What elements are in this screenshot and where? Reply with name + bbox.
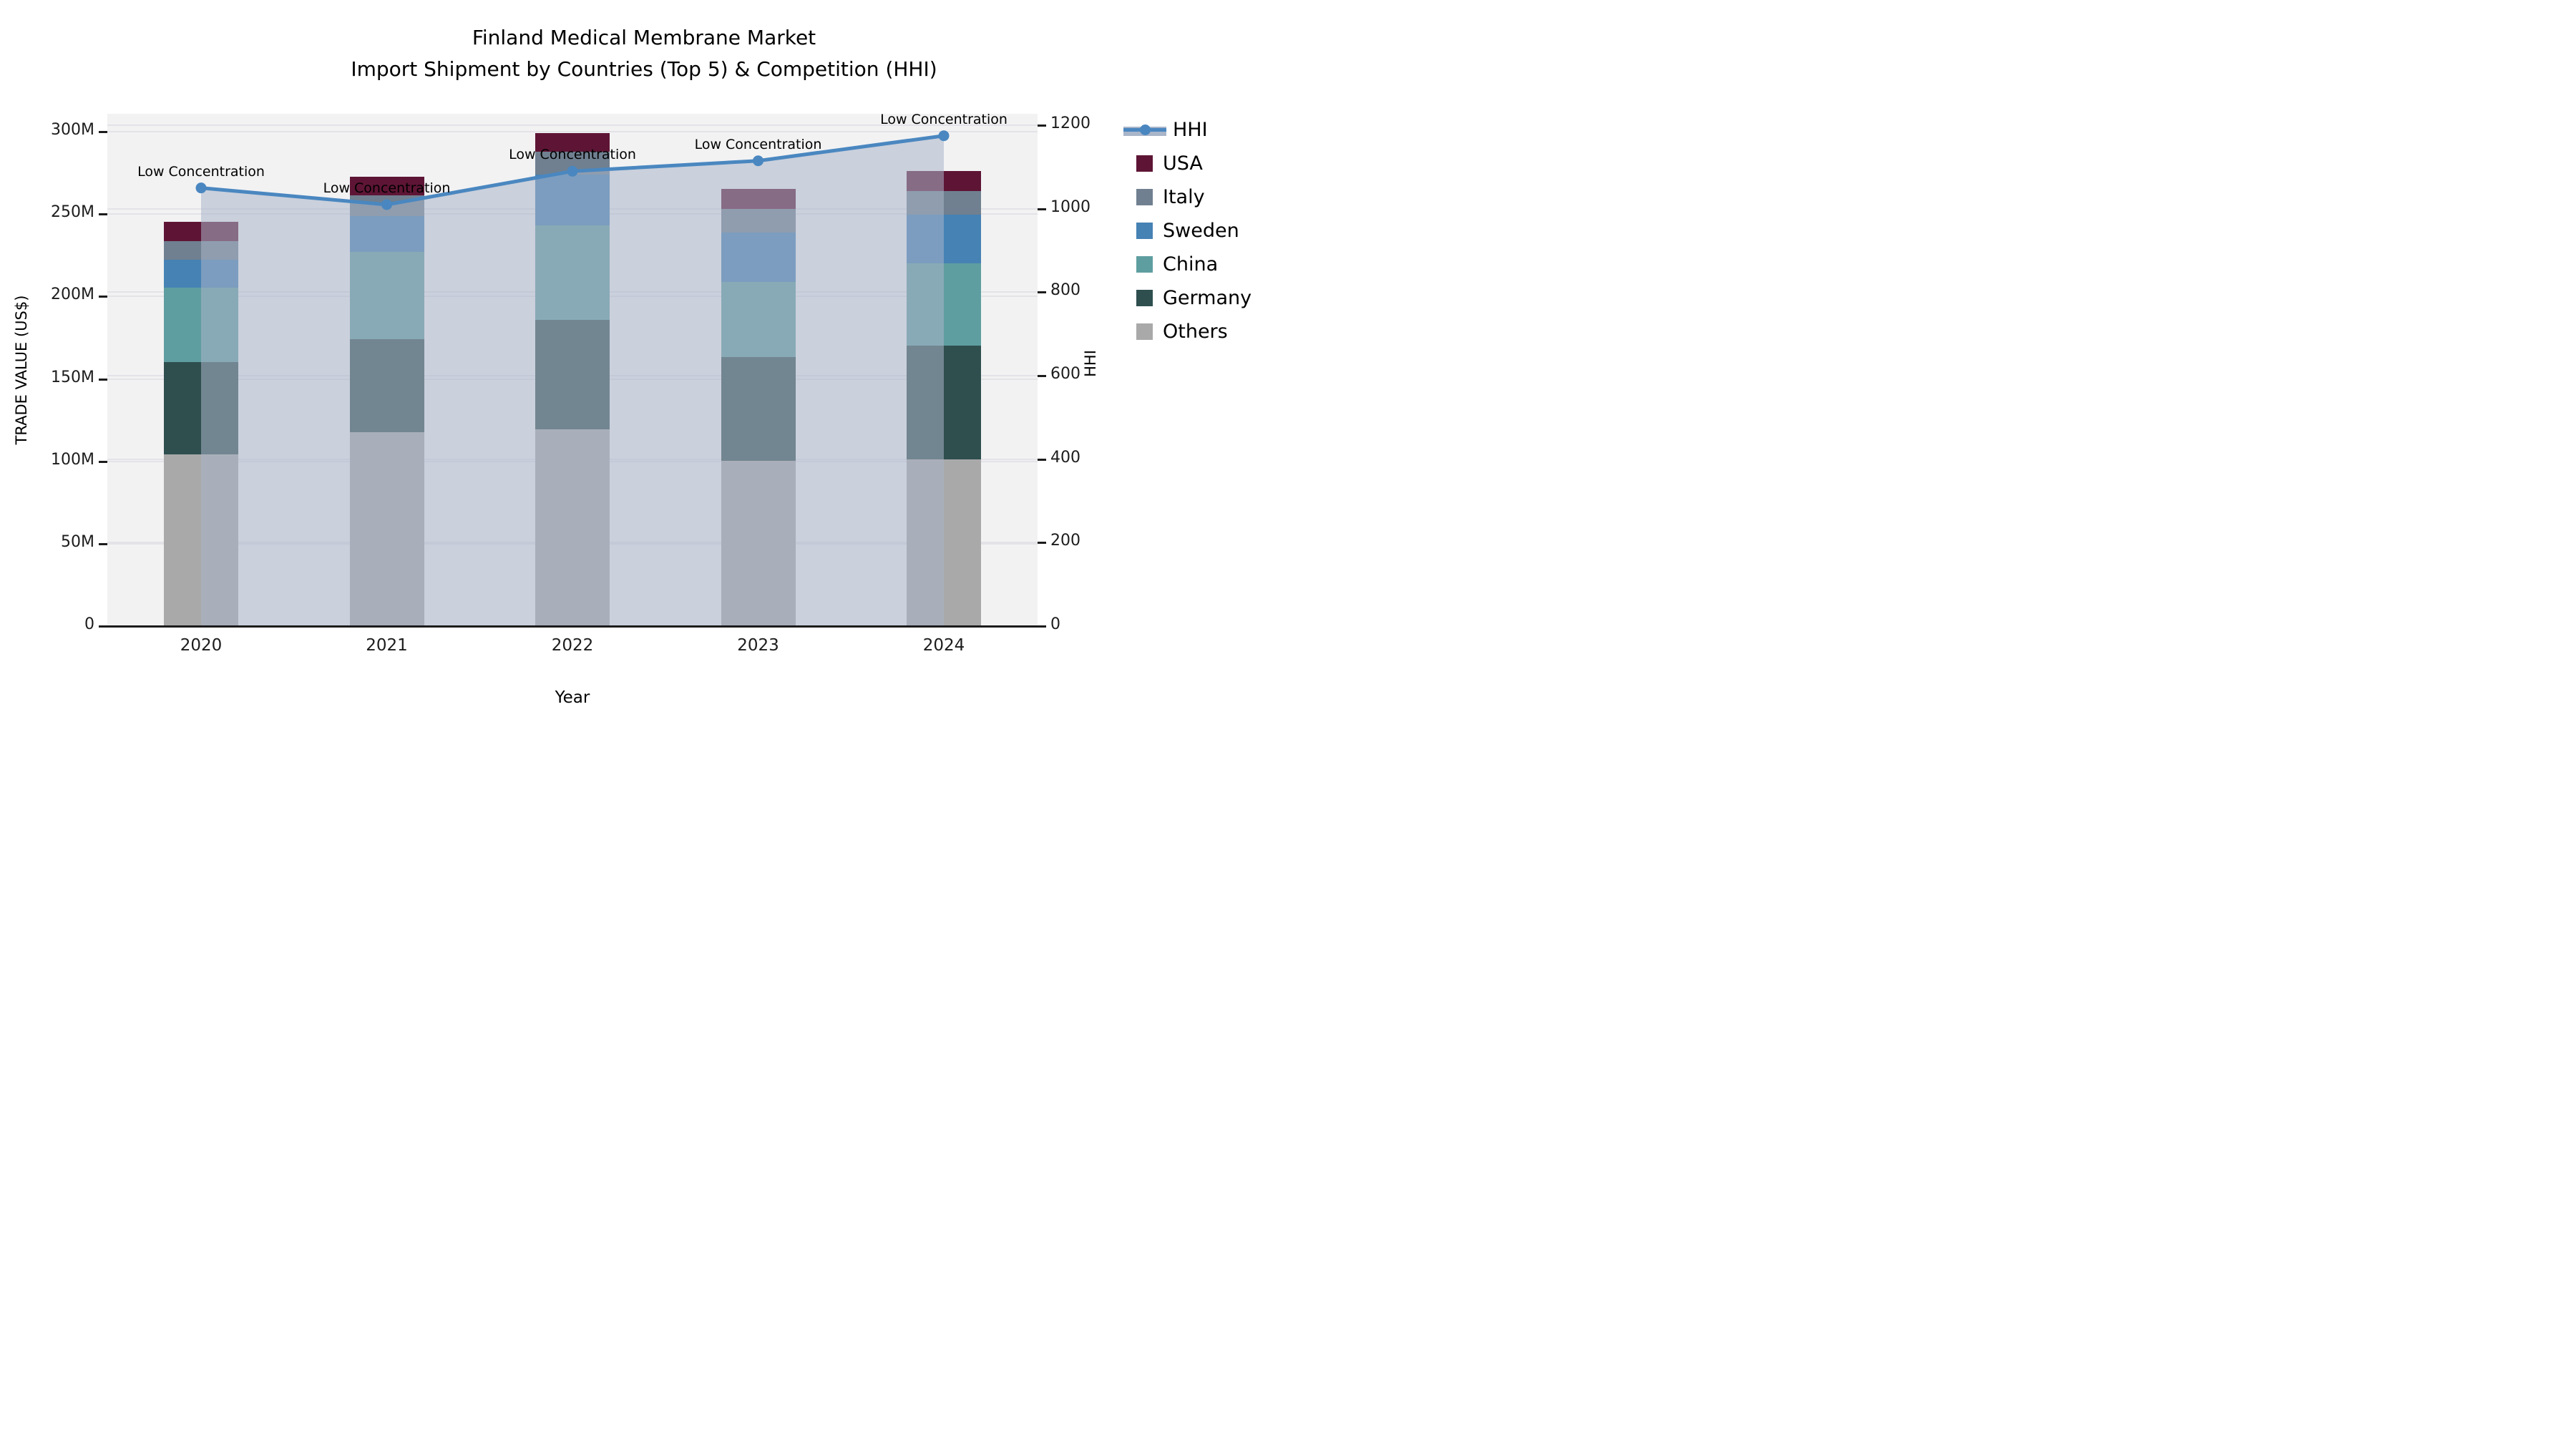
left-tick-mark — [99, 378, 107, 381]
left-tick-mark — [99, 625, 107, 628]
hhi-line-swatch — [1123, 124, 1166, 136]
right-tick-label: 800 — [1050, 281, 1080, 300]
right-tick-label: 0 — [1050, 615, 1060, 633]
legend-item-china: China — [1136, 248, 1252, 281]
left-tick-label: 250M — [51, 203, 94, 222]
hhi-marker-2023 — [753, 155, 763, 167]
left-tick-label: 100M — [51, 450, 94, 469]
legend-label: Sweden — [1163, 220, 1239, 242]
right-tick-mark — [1038, 375, 1046, 378]
germany-color-swatch — [1136, 290, 1153, 306]
left-tick-mark — [99, 460, 107, 463]
left-tick-mark — [99, 131, 107, 134]
hhi-area-fill — [201, 135, 944, 626]
right-tick-label: 200 — [1050, 532, 1080, 550]
legend-item-italy: Italy — [1136, 180, 1252, 214]
right-tick-label: 400 — [1050, 448, 1080, 467]
right-tick-label: 1200 — [1050, 114, 1091, 133]
legend-item-hhi: HHI — [1123, 113, 1252, 147]
legend-label: Others — [1163, 321, 1228, 343]
x-tick-label-2024: 2024 — [922, 636, 965, 655]
hhi-marker-2022 — [567, 165, 578, 177]
hhi-marker-2021 — [381, 199, 392, 210]
legend-label: China — [1163, 253, 1219, 275]
legend-item-sweden: Sweden — [1136, 214, 1252, 248]
others-color-swatch — [1136, 323, 1153, 340]
right-tick-mark — [1038, 208, 1046, 210]
legend-item-usa: USA — [1136, 147, 1252, 180]
bar-segment-2021-usa — [349, 176, 424, 195]
annotation-2021: Low Concentration — [323, 180, 451, 196]
chart-title-line1: Finland Medical Membrane Market — [472, 26, 816, 49]
italy-color-swatch — [1136, 189, 1153, 205]
legend-label: HHI — [1173, 119, 1208, 141]
annotation-2022: Low Concentration — [509, 147, 636, 163]
usa-color-swatch — [1136, 155, 1153, 172]
hhi-marker-dot-icon — [1140, 124, 1151, 135]
figure: Finland Medical Membrane Market Import S… — [0, 0, 1288, 724]
x-tick-label-2023: 2023 — [737, 636, 779, 655]
legend-item-germany: Germany — [1136, 281, 1252, 315]
right-tick-mark — [1038, 625, 1046, 628]
bar-segment-2022-usa — [535, 132, 610, 152]
sweden-color-swatch — [1136, 223, 1153, 239]
left-tick-label: 50M — [61, 532, 94, 551]
left-tick-mark — [99, 296, 107, 298]
gridline — [107, 125, 1038, 127]
legend: HHI USA Italy Sweden China Germany Other… — [1123, 113, 1252, 348]
x-tick-label-2020: 2020 — [180, 636, 223, 655]
hhi-marker-2024 — [938, 130, 950, 142]
legend-label: Germany — [1163, 287, 1252, 309]
right-tick-mark — [1038, 291, 1046, 294]
left-tick-mark — [99, 542, 107, 545]
annotation-2020: Low Concentration — [137, 163, 265, 180]
x-tick-label-2022: 2022 — [551, 636, 594, 655]
hhi-markers — [195, 130, 950, 210]
left-tick-mark — [99, 213, 107, 216]
annotation-2023: Low Concentration — [694, 136, 822, 152]
left-tick-label: 300M — [51, 121, 94, 140]
left-tick-label: 150M — [51, 368, 94, 386]
right-tick-mark — [1038, 542, 1046, 545]
legend-label: Italy — [1163, 186, 1205, 208]
annotation-2024: Low Concentration — [880, 111, 1008, 127]
legend-item-others: Others — [1136, 315, 1252, 348]
right-tick-label: 1000 — [1050, 197, 1091, 216]
x-tick-label-2021: 2021 — [366, 636, 408, 655]
right-tick-mark — [1038, 458, 1046, 461]
left-tick-label: 0 — [84, 615, 94, 633]
right-tick-mark — [1038, 125, 1046, 127]
left-tick-label: 200M — [51, 286, 94, 304]
china-color-swatch — [1136, 256, 1153, 273]
hhi-marker-2020 — [195, 182, 207, 194]
x-axis-title: Year — [555, 688, 590, 707]
chart-title-line2: Import Shipment by Countries (Top 5) & C… — [351, 57, 937, 81]
hhi-line-layer — [195, 130, 950, 626]
x-axis-line — [107, 625, 1038, 628]
gridline — [107, 131, 1038, 133]
right-tick-label: 600 — [1050, 365, 1080, 384]
legend-label: USA — [1163, 152, 1203, 175]
